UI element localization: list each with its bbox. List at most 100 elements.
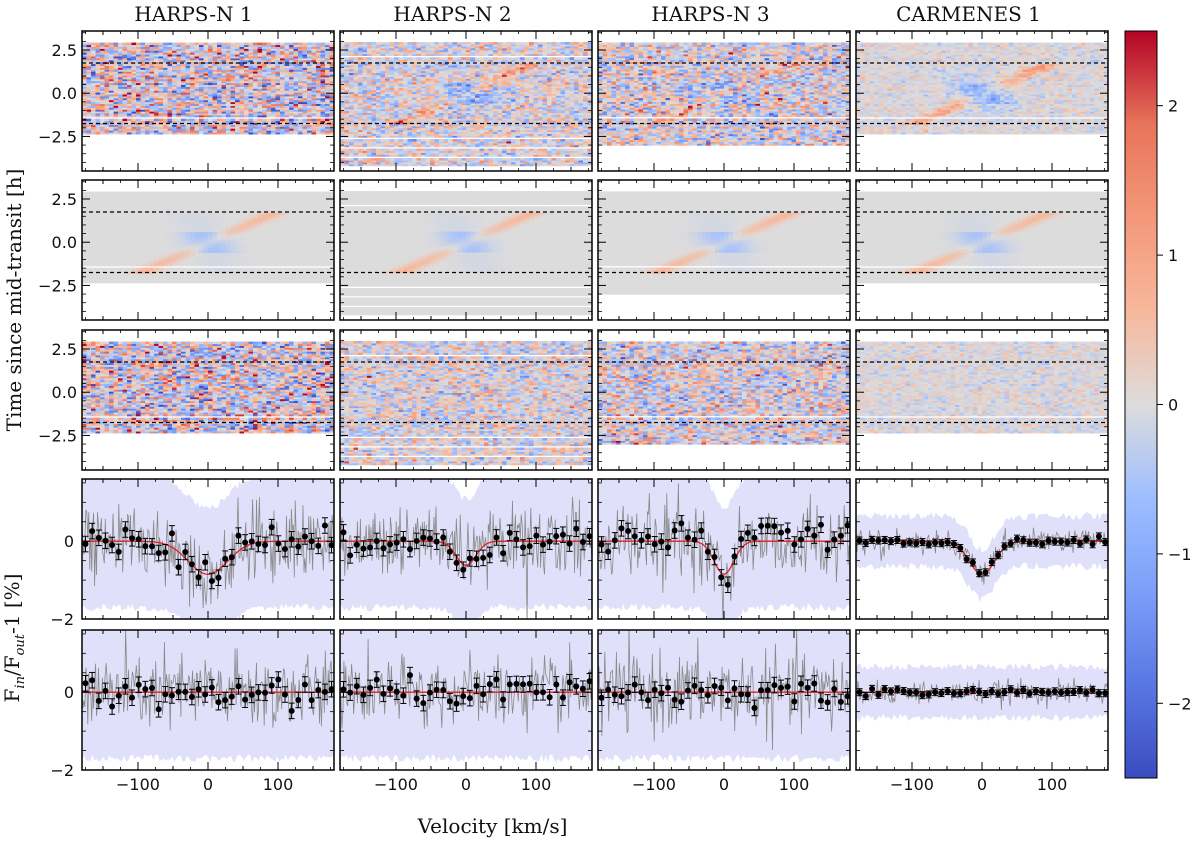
data-point xyxy=(704,692,711,699)
data-point xyxy=(982,569,989,576)
data-point xyxy=(328,542,334,549)
data-point xyxy=(353,683,360,690)
y-tick-label: −2.5 xyxy=(38,426,77,445)
data-point xyxy=(698,687,705,694)
x-tick-label: −100 xyxy=(890,775,934,794)
axes-r3-c4 xyxy=(855,329,1109,471)
axes-r2-c4 xyxy=(855,179,1109,321)
data-point xyxy=(89,528,96,535)
data-point xyxy=(228,554,235,561)
data-point xyxy=(579,539,586,546)
data-point xyxy=(360,545,367,552)
data-point xyxy=(658,690,665,697)
data-point xyxy=(691,536,698,543)
data-point xyxy=(175,688,182,695)
data-point xyxy=(102,687,109,694)
data-point xyxy=(1051,538,1058,545)
data-point xyxy=(837,698,844,705)
data-point xyxy=(957,545,964,552)
data-point xyxy=(433,538,440,545)
uncertainty-band xyxy=(82,479,334,619)
data-point xyxy=(638,689,645,696)
data-point xyxy=(995,552,1002,559)
data-point xyxy=(288,536,295,543)
data-point xyxy=(969,686,976,693)
data-point xyxy=(393,688,400,695)
uncertainty-band xyxy=(82,630,334,763)
data-point xyxy=(546,694,553,701)
data-point xyxy=(631,681,638,688)
data-point xyxy=(380,545,387,552)
x-tick-label: 0 xyxy=(719,775,729,794)
map-r1-c4 xyxy=(856,42,1108,135)
data-point xyxy=(932,539,939,546)
data-point xyxy=(771,523,778,530)
data-point xyxy=(566,540,573,547)
data-point xyxy=(1058,538,1065,545)
data-point xyxy=(188,694,195,701)
data-point xyxy=(168,692,175,699)
map-r2-c1 xyxy=(82,191,334,284)
colorbar-ticks: 2 1 0 −1 −2 xyxy=(1157,97,1192,713)
data-point xyxy=(321,688,328,695)
data-point xyxy=(228,693,235,700)
data-point xyxy=(500,696,507,703)
data-point xyxy=(744,691,751,698)
data-point xyxy=(1014,689,1020,696)
data-point xyxy=(573,525,580,532)
data-point xyxy=(1058,689,1065,696)
data-point xyxy=(605,548,612,555)
data-point xyxy=(553,681,560,688)
data-point xyxy=(82,541,89,548)
data-point xyxy=(586,533,592,540)
data-point xyxy=(969,559,976,566)
data-point xyxy=(513,680,520,687)
data-point xyxy=(526,680,533,687)
data-point xyxy=(95,534,102,541)
y-tick-label: 0.0 xyxy=(52,383,77,402)
data-point xyxy=(804,525,811,532)
data-point xyxy=(480,691,487,698)
data-point xyxy=(900,540,907,547)
data-point xyxy=(109,703,116,710)
data-point xyxy=(420,534,427,541)
y-tick-label: −2.5 xyxy=(38,127,77,146)
data-point xyxy=(301,533,308,540)
data-point xyxy=(340,686,347,693)
data-point xyxy=(486,551,493,558)
data-point xyxy=(804,684,811,691)
ylabel-part-fout: /F xyxy=(0,655,24,676)
data-point xyxy=(387,541,394,548)
data-point xyxy=(446,548,453,555)
uncertainty-band xyxy=(856,512,1108,602)
data-point xyxy=(1026,690,1033,697)
data-point xyxy=(665,684,671,691)
data-point xyxy=(798,536,804,543)
data-point xyxy=(831,536,838,543)
ylabel-part-f: F xyxy=(0,689,24,703)
axes-r3-c3 xyxy=(597,329,851,471)
data-line xyxy=(340,639,592,734)
data-point xyxy=(493,534,500,541)
data-point xyxy=(109,542,116,549)
data-point xyxy=(1045,537,1052,544)
x-tick-label: −100 xyxy=(632,775,676,794)
data-point xyxy=(89,677,96,684)
x-tick-label: 100 xyxy=(1037,775,1068,794)
data-point xyxy=(919,539,926,546)
data-point xyxy=(426,535,433,542)
colorbar-tick-label: 2 xyxy=(1168,97,1178,116)
data-point xyxy=(963,556,970,563)
data-point xyxy=(149,543,155,550)
data-point xyxy=(718,574,725,581)
data-point xyxy=(315,542,322,549)
map-r2-c3 xyxy=(598,191,850,295)
data-point xyxy=(142,543,149,550)
data-point xyxy=(188,561,195,568)
profile-r4-c1 xyxy=(82,479,334,619)
data-point xyxy=(1102,690,1108,697)
data-point xyxy=(308,697,315,704)
data-point xyxy=(1001,543,1008,550)
data-point xyxy=(162,549,169,556)
data-point xyxy=(651,541,658,548)
